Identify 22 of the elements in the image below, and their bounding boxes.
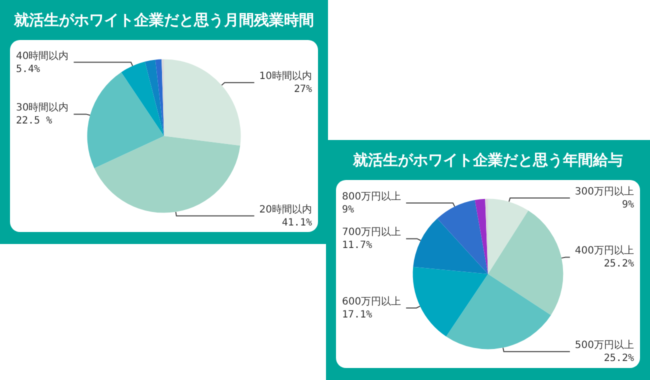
chart-title: 就活生がホワイト企業だと思う年間給与 [352, 150, 624, 170]
data-label: 9% [342, 204, 354, 216]
chart-title: 就活生がホワイト企業だと思う月間残業時間 [12, 10, 315, 30]
slice-label: 600万円以上 [342, 295, 402, 308]
slice-label: 10時間以内 [259, 70, 312, 82]
slice-label: 500万円以上 [574, 339, 634, 352]
slice-label: 300万円以上 [574, 185, 634, 198]
slice-label: 20時間以内 [259, 203, 312, 216]
slice-label: 400万円以上 [574, 244, 634, 257]
data-label: 9% [622, 199, 634, 210]
slice-label: 40時間以内 [16, 50, 69, 62]
data-label: 25.2% [604, 353, 634, 364]
data-label: 11.7% [342, 240, 372, 252]
data-label: 22.5 % [16, 116, 52, 127]
data-label: 25.2% [604, 258, 634, 270]
slice-label: 700万円以上 [342, 226, 402, 238]
slice-label: 800万円以上 [342, 190, 402, 202]
data-label: 27% [294, 84, 312, 96]
data-label: 41.1% [282, 217, 312, 228]
slice-label: 30時間以内 [16, 102, 69, 114]
data-label: 5.4% [16, 64, 40, 75]
data-label: 17.1% [342, 309, 372, 320]
